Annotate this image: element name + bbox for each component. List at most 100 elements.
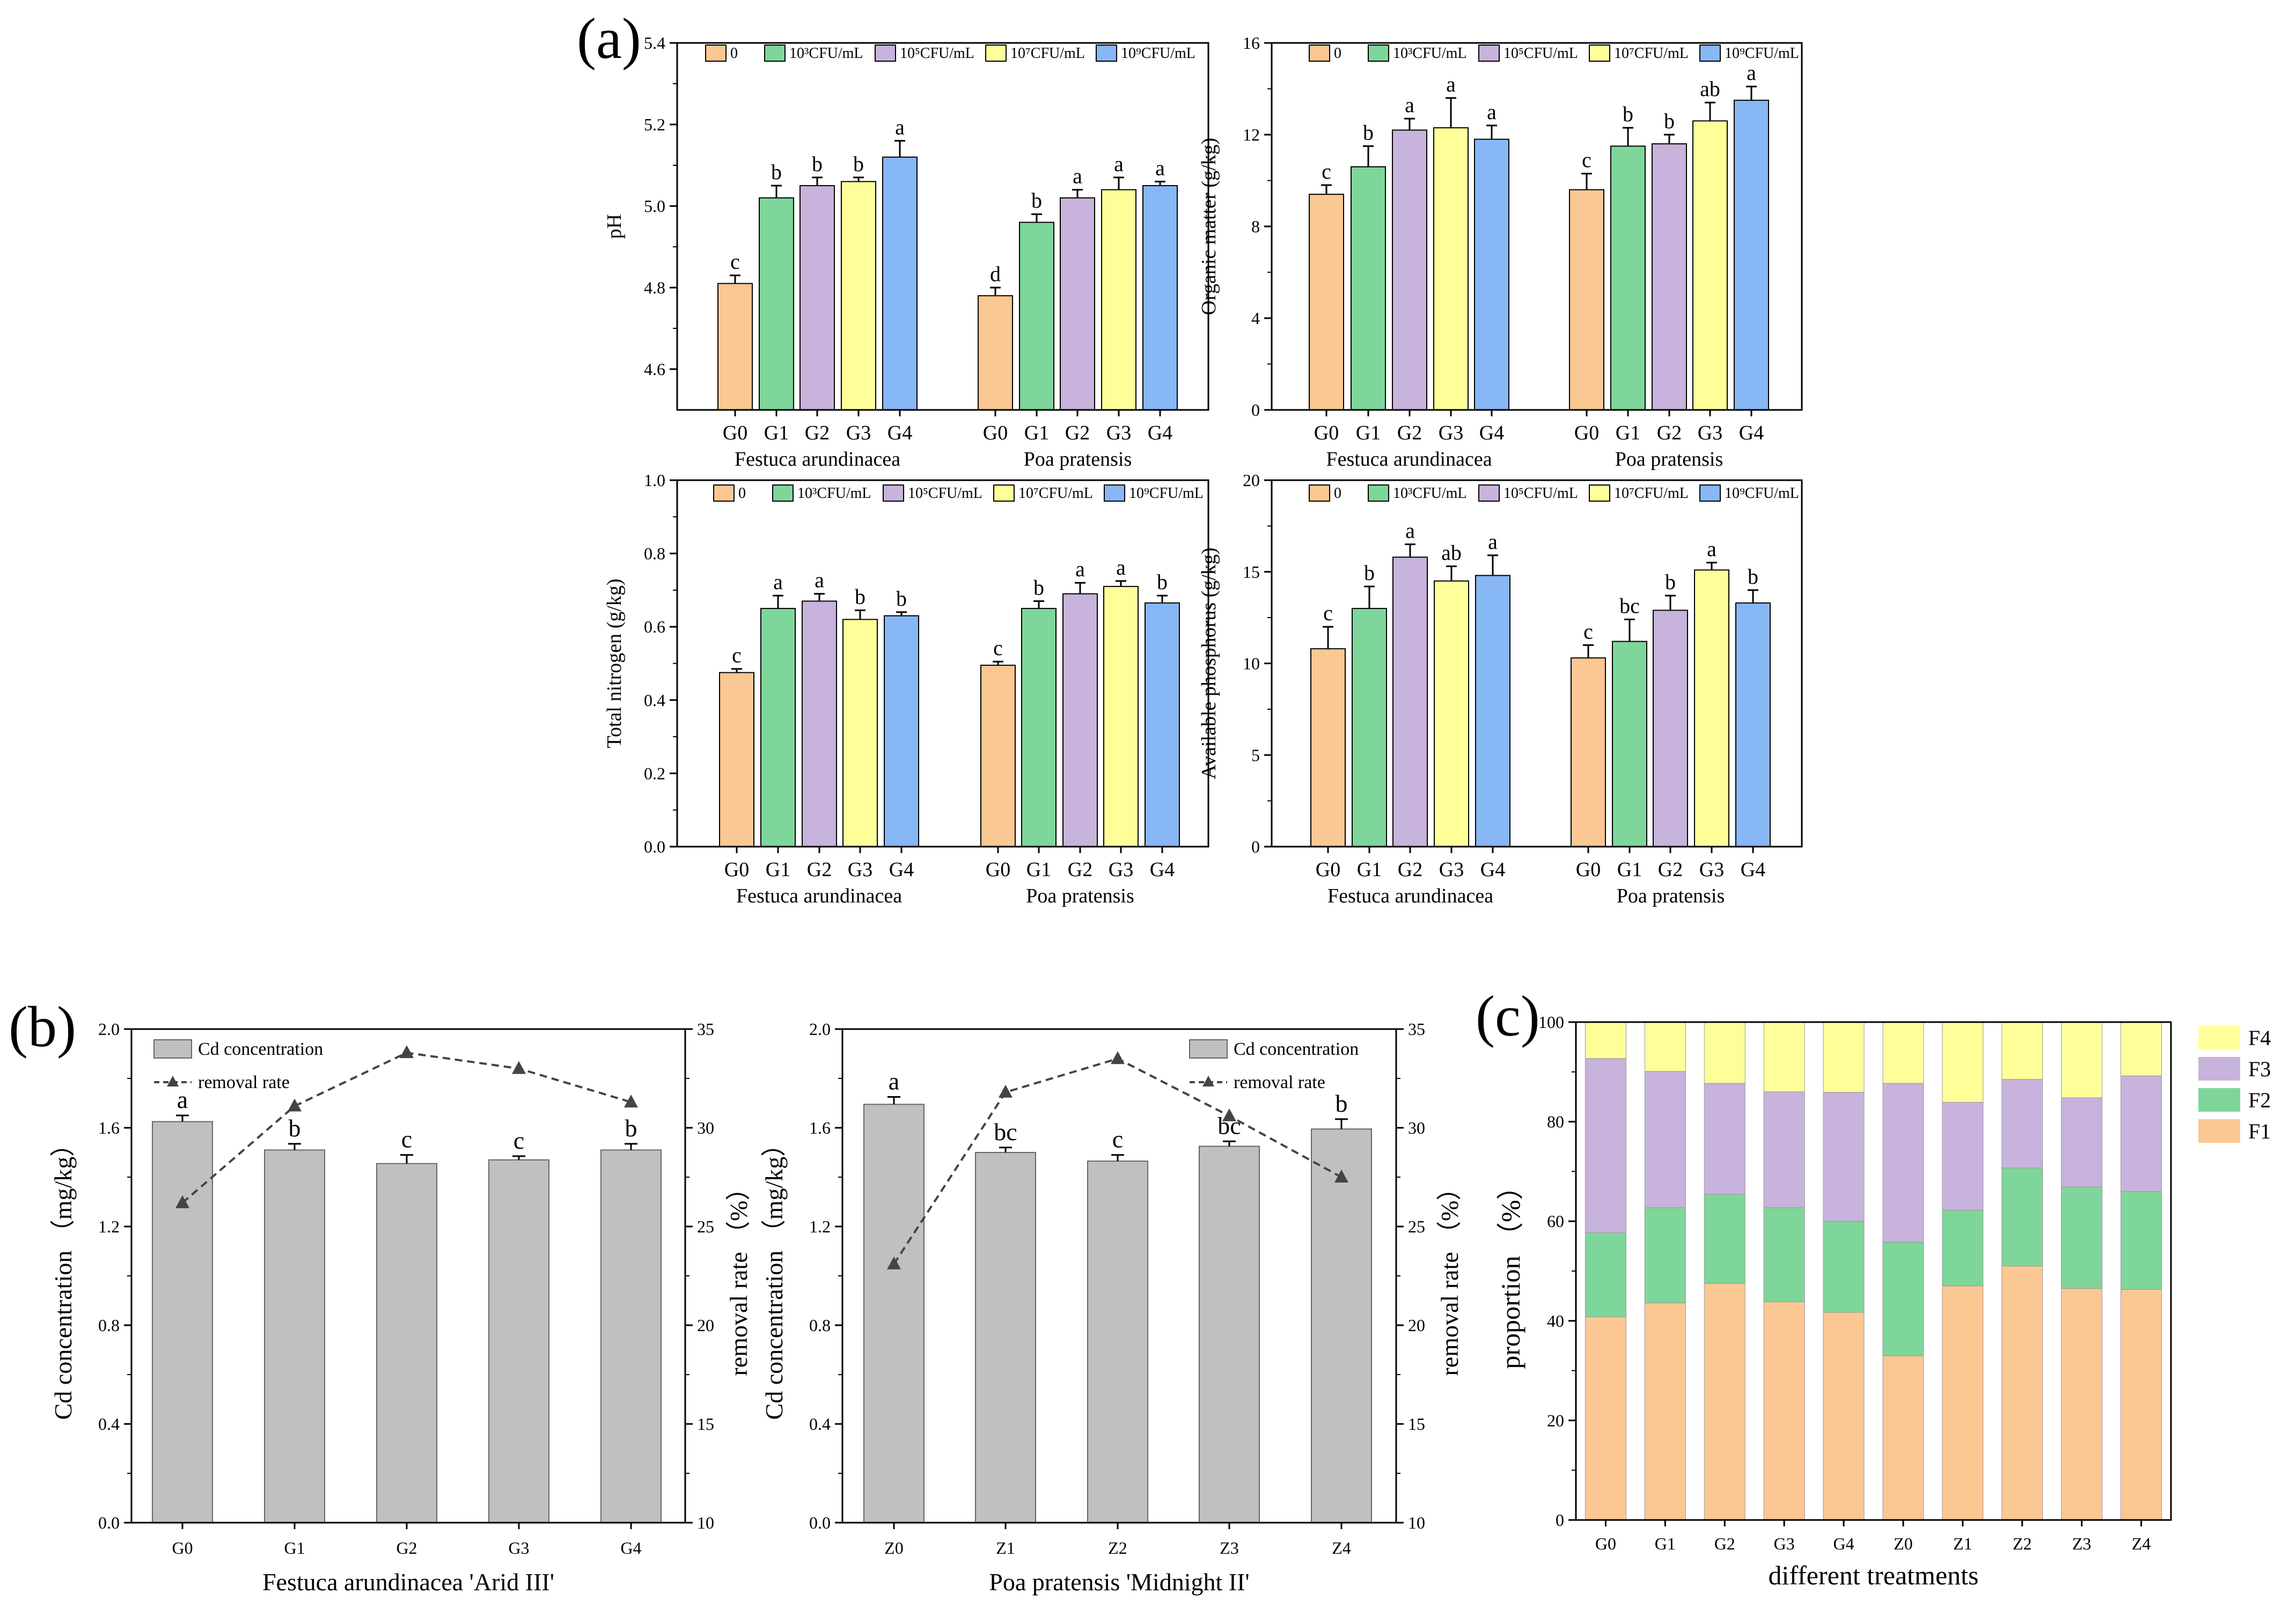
x-tick-label: G2 — [807, 858, 832, 881]
y-tick-label: 60 — [1547, 1211, 1564, 1231]
y-tick-label: 100 — [1538, 1012, 1564, 1032]
y-tick-label: 0.8 — [644, 544, 665, 563]
segment-F4-Z2 — [2001, 1022, 2043, 1080]
x-tick-label: G2 — [1397, 422, 1422, 444]
x-tick-label: G0 — [1316, 858, 1340, 881]
bar-G3 — [1692, 120, 1728, 411]
bar-G0 — [719, 672, 754, 847]
bar-G0 — [1309, 194, 1344, 410]
legend-label: removal rate — [1234, 1073, 1325, 1092]
legend-swatch — [1104, 484, 1125, 502]
significance-letter: b — [1665, 570, 1676, 594]
x-tick-label: G2 — [1398, 858, 1422, 881]
y-tick-label: 1.2 — [98, 1217, 120, 1236]
legend-label: 0 — [738, 485, 746, 502]
y2-tick-label: 25 — [1408, 1217, 1425, 1236]
x-axis-label: Poa pratensis 'Midnight II' — [989, 1568, 1249, 1596]
significance-letter: c — [1583, 619, 1593, 643]
legend-swatch — [1589, 484, 1610, 502]
bar-G2 — [799, 185, 835, 410]
significance-letter: a — [1073, 164, 1082, 188]
segment-F1-Z2 — [2001, 1266, 2043, 1521]
legend-swatch — [985, 45, 1007, 62]
y-tick-label: 5.2 — [644, 115, 665, 134]
significance-letter: b — [1157, 570, 1168, 594]
x-tick-label: G4 — [1150, 858, 1175, 881]
y2-tick-label: 30 — [697, 1118, 714, 1137]
y-tick-label: 0 — [1251, 400, 1260, 420]
segment-F4-G3 — [1763, 1022, 1805, 1092]
x-tick-label: G2 — [1658, 858, 1683, 881]
bar-G1 — [1351, 166, 1386, 410]
y-tick-label: 0.4 — [809, 1414, 831, 1434]
significance-letter: a — [1747, 61, 1756, 85]
x-tick-label: Z1 — [996, 1538, 1015, 1558]
significance-letter: c — [730, 249, 740, 274]
x-tick-label: G0 — [986, 858, 1010, 881]
significance-letter: b — [853, 152, 864, 176]
segment-F4-G2 — [1704, 1022, 1745, 1084]
legend-swatch — [875, 45, 896, 62]
significance-letter: ab — [1441, 541, 1462, 565]
bar-G0 — [152, 1121, 213, 1523]
removal-rate-marker — [887, 1256, 901, 1269]
legend-label: F4 — [2248, 1026, 2271, 1050]
significance-letter: b — [1748, 564, 1758, 589]
significance-letter: a — [1075, 557, 1085, 581]
legend-label: F3 — [2248, 1057, 2271, 1081]
legend: 0 10³CFU/mL 10⁵CFU/mL 10⁷CFU/mL 10⁹CFU/mL — [1309, 45, 1799, 62]
segment-F1-Z3 — [2061, 1288, 2103, 1521]
bar-G2 — [1392, 129, 1427, 410]
significance-letter: bc — [1619, 594, 1640, 618]
segment-F1-G3 — [1763, 1302, 1805, 1521]
significance-letter: b — [1664, 109, 1675, 133]
legend-label: 10⁷CFU/mL — [1614, 45, 1689, 62]
segment-F2-Z2 — [2001, 1167, 2043, 1267]
x-tick-label: Z3 — [2072, 1534, 2092, 1553]
y-tick-label: 0 — [1556, 1510, 1564, 1530]
panel-label-a: (a) — [577, 7, 641, 71]
legend-label: Cd concentration — [1234, 1039, 1359, 1059]
chart-ph: c G0 b G1 b G2 b G3 a G4 Festuca arundinacea d G0 b G1… — [603, 33, 1209, 471]
bar-G0 — [978, 295, 1013, 411]
bar-G1 — [759, 197, 794, 410]
y2-tick-label: 10 — [697, 1513, 714, 1532]
significance-letter: a — [1707, 537, 1717, 561]
y-tick-label: 0.8 — [98, 1316, 120, 1335]
removal-rate-marker — [288, 1098, 302, 1112]
x-tick-label: G4 — [1739, 422, 1764, 444]
chart-cd_poa: aZ0bcZ1cZ2bcZ3bZ40.00.40.81.21.62.010152… — [760, 1019, 1463, 1596]
segment-F2-G0 — [1585, 1232, 1626, 1317]
bar-G4 — [1475, 575, 1510, 847]
legend-swatch-bar — [1189, 1039, 1228, 1059]
segment-F1-G1 — [1644, 1302, 1686, 1521]
significance-letter: a — [1116, 555, 1126, 579]
legend-swatch — [1096, 45, 1117, 62]
charts-layer: c G0 b G1 b G2 b G3 a G4 Festuca arundinacea d G0 b G1… — [49, 33, 2271, 1596]
significance-letter: a — [177, 1086, 188, 1113]
x-tick-label: G0 — [172, 1538, 193, 1558]
segment-F4-G4 — [1823, 1022, 1865, 1093]
y-tick-label: 4.8 — [644, 278, 665, 297]
significance-letter: a — [1405, 519, 1415, 543]
x-tick-label: G1 — [1024, 422, 1049, 444]
y-axis-label: Cd concentration （mg/kg） — [760, 1132, 788, 1420]
x-tick-label: G3 — [1698, 422, 1722, 444]
x-axis-label: Festuca arundinacea 'Arid III' — [262, 1568, 554, 1596]
segment-F2-G2 — [1704, 1194, 1745, 1284]
bar-G2 — [1652, 143, 1687, 410]
legend-swatch — [1699, 45, 1721, 62]
significance-letter: a — [1155, 156, 1165, 180]
bar-G0 — [1569, 189, 1604, 410]
significance-letter: b — [1031, 188, 1042, 212]
legend-swatch — [705, 45, 727, 62]
y2-tick-label: 25 — [697, 1217, 714, 1236]
legend-label: 10⁵CFU/mL — [900, 45, 974, 62]
bar-G1 — [1352, 608, 1387, 848]
x-tick-label: G1 — [284, 1538, 305, 1558]
y-tick-label: 5 — [1251, 745, 1260, 765]
legend-swatch — [772, 484, 794, 502]
x-tick-label: G4 — [1480, 858, 1505, 881]
legend-label: 0 — [730, 45, 738, 62]
